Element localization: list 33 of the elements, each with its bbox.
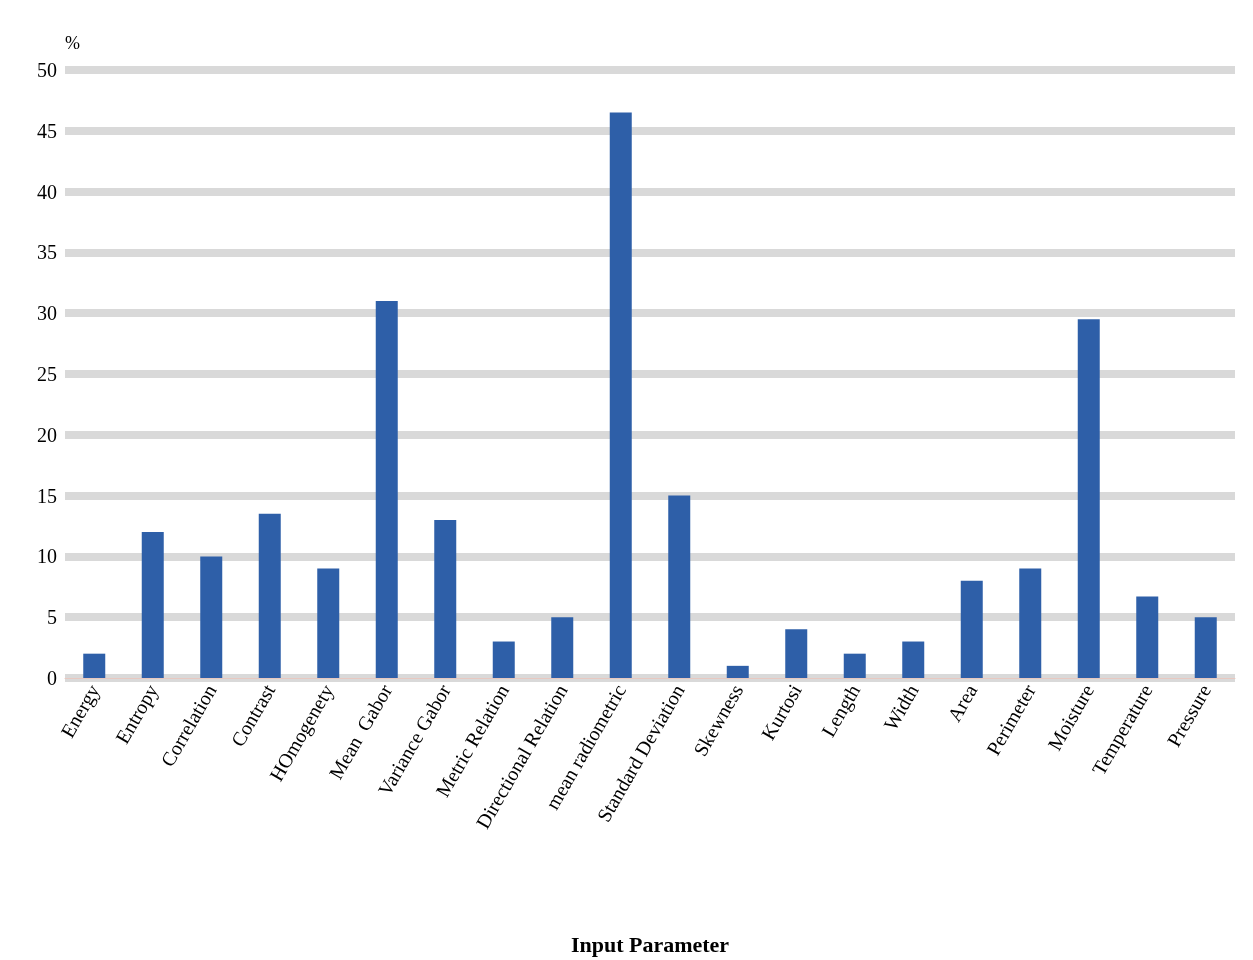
bar [668, 495, 691, 678]
y-tick-label: 25 [37, 363, 57, 385]
bar [375, 301, 398, 678]
y-tick-label: 20 [37, 423, 57, 446]
bar [551, 617, 574, 678]
y-tick-label: 10 [37, 545, 57, 568]
y-axis-title: % [65, 33, 80, 53]
bar [200, 556, 223, 678]
y-tick-label: 0 [47, 667, 57, 689]
bar [492, 641, 515, 678]
y-tick-label: 45 [37, 119, 57, 142]
bar [317, 568, 340, 678]
bar [1019, 568, 1042, 678]
x-axis-title: Input Parameter [570, 931, 730, 957]
bar [1194, 617, 1217, 678]
bar [785, 629, 808, 678]
bar [258, 513, 281, 678]
y-tick-label: 40 [37, 180, 57, 203]
bar [434, 519, 457, 678]
bar [1136, 596, 1159, 678]
y-tick-label: 5 [47, 606, 57, 629]
bar [83, 653, 106, 678]
bar [1077, 319, 1100, 678]
y-tick-label: 30 [37, 302, 57, 325]
bar [726, 665, 749, 678]
bar [960, 580, 983, 678]
y-tick-label: 15 [37, 484, 57, 507]
bar [141, 532, 164, 678]
y-tick-label: 50 [37, 59, 57, 81]
bar [902, 641, 925, 678]
bar [609, 112, 632, 678]
bar [843, 653, 866, 678]
y-tick-label: 35 [37, 241, 57, 264]
